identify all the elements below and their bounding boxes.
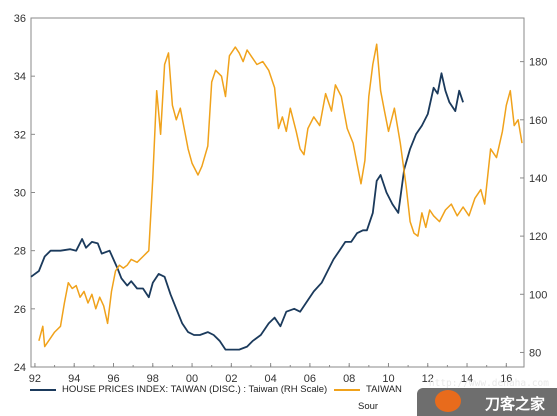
orange-blade-logo-icon xyxy=(435,390,461,412)
x-tick-label: 14 xyxy=(461,373,473,385)
right-tick-label: 180 xyxy=(529,57,547,69)
left-tick-label: 34 xyxy=(14,71,26,83)
series-house-prices-line xyxy=(30,72,464,351)
legend-item-house-prices: HOUSE PRICES INDEX: TAIWAN (DISC.) : Tai… xyxy=(30,384,327,395)
x-tick-label: 16 xyxy=(500,373,512,385)
left-tick-label: 36 xyxy=(14,13,26,25)
watermark-text: 刀客之家 xyxy=(484,396,545,413)
x-tick-label: 12 xyxy=(422,373,434,385)
series-layer xyxy=(30,43,523,351)
legend-swatch-taiwan xyxy=(334,388,360,391)
watermark-url: http://www.dehaha.com xyxy=(428,378,549,389)
left-tick-label: 24 xyxy=(14,362,26,374)
x-axis: 92 94 96 98 00 02 04 06 08 10 12 14 16 xyxy=(29,363,512,385)
x-tick-label: 00 xyxy=(186,373,198,385)
left-axis: 24 26 28 30 32 34 36 xyxy=(14,13,35,374)
right-tick-label: 100 xyxy=(529,289,547,301)
chart-legend: HOUSE PRICES INDEX: TAIWAN (DISC.) : Tai… xyxy=(18,384,557,414)
right-tick-label: 140 xyxy=(529,173,547,185)
series-taiwan-line xyxy=(38,43,523,348)
right-tick-label: 120 xyxy=(529,231,547,243)
right-axis: 80 100 120 140 160 180 xyxy=(520,57,547,359)
x-tick-label: 06 xyxy=(304,373,316,385)
x-tick-label: 98 xyxy=(147,373,159,385)
left-tick-label: 32 xyxy=(14,129,26,141)
right-tick-label: 80 xyxy=(529,347,541,359)
legend-label-taiwan: TAIWAN xyxy=(366,384,402,395)
left-tick-label: 28 xyxy=(14,246,26,258)
x-tick-label: 96 xyxy=(107,373,119,385)
left-tick-label: 26 xyxy=(14,304,26,316)
x-tick-label: 04 xyxy=(265,373,277,385)
source-note: Sour xyxy=(358,401,379,412)
legend-item-taiwan: TAIWAN xyxy=(334,384,412,395)
x-tick-label: 08 xyxy=(343,373,355,385)
x-tick-label: 10 xyxy=(382,373,394,385)
x-tick-label: 02 xyxy=(225,373,237,385)
legend-label-house-prices: HOUSE PRICES INDEX: TAIWAN (DISC.) : Tai… xyxy=(62,384,328,395)
x-tick-label: 92 xyxy=(29,373,41,385)
left-tick-label: 30 xyxy=(14,188,26,200)
legend-swatch-house-prices xyxy=(30,388,56,391)
x-tick-label: 94 xyxy=(68,373,80,385)
right-tick-label: 160 xyxy=(529,115,547,127)
